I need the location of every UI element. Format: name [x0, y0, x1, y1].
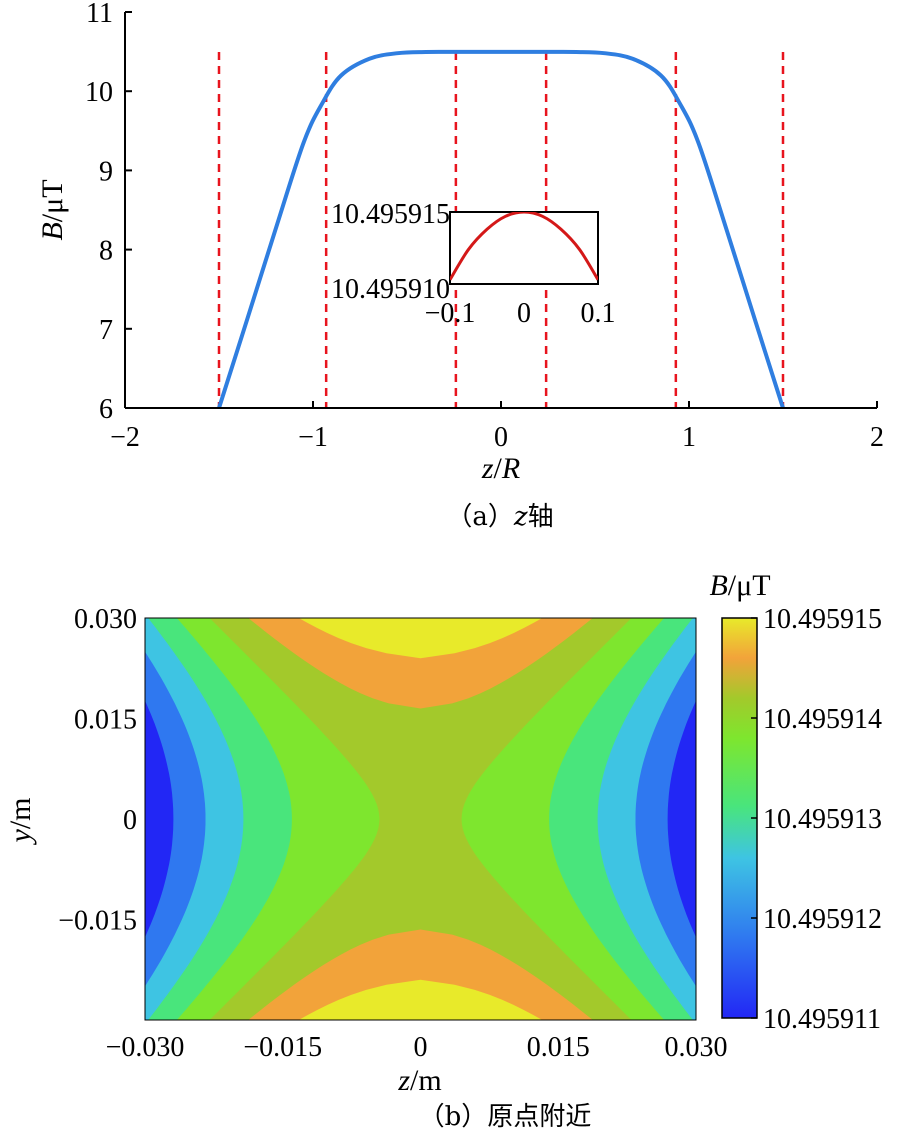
- panel-a: −2 −1 0 1 2 6 7 8 9 10 11 z/R B/μT 10.495915 10.4…: [36, 0, 884, 532]
- x-tick-label: 0: [414, 1032, 428, 1063]
- x-tick-label: −0.030: [106, 1032, 185, 1063]
- y-tick-label: 6: [99, 394, 113, 425]
- inset-xtick-label: 0.1: [581, 298, 616, 329]
- x-tick-label: 0.015: [527, 1032, 590, 1063]
- y-tick-label: 7: [99, 315, 113, 346]
- caption-b: （b）原点附近: [419, 1102, 592, 1132]
- colorbar-ticks: 10.495915 10.495914 10.495913 10.495912 10.4…: [751, 604, 882, 1035]
- y-tick-label: 0.015: [74, 705, 137, 736]
- y-tick-label: −0.015: [58, 906, 137, 937]
- y-axis-label-a: B/μT: [36, 179, 69, 240]
- x-tick-label: −2: [110, 422, 140, 453]
- y-ticks-a: 6 7 8 9 10 11: [85, 0, 132, 425]
- colorbar-tick-label: 10.495911: [763, 1004, 881, 1035]
- colorbar-tick-label: 10.495912: [763, 904, 882, 935]
- heatmap-level: [209, 618, 632, 1020]
- y-tick-label: 10: [85, 77, 113, 108]
- y-tick-label: 11: [86, 0, 113, 29]
- y-axis-label-b: y/m: [4, 798, 37, 846]
- colorbar-tick-label: 10.495913: [763, 804, 882, 835]
- inset-frame: [449, 211, 599, 285]
- y-tick-label: 8: [99, 236, 113, 267]
- inset-ytick-label: 10.495910: [331, 274, 450, 305]
- colorbar-tick-label: 10.495914: [763, 704, 882, 735]
- dashed-lines: [217, 52, 785, 408]
- inset-plot: 10.495915 10.495910 −0.1 0 0.1: [331, 199, 616, 329]
- heatmap-frame: [144, 617, 697, 1021]
- x-tick-label: −1: [298, 422, 328, 453]
- x-tick-label: 0.030: [665, 1032, 728, 1063]
- colorbar-title: B/μT: [709, 569, 770, 602]
- y-ticks-b: 0.030 0.015 0 −0.015: [58, 604, 137, 937]
- y-tick-label: 0: [123, 805, 137, 836]
- x-tick-label: 2: [870, 422, 884, 453]
- x-ticks-b: −0.030 −0.015 0 0.015 0.030: [106, 1032, 728, 1063]
- heatmap-level: [248, 618, 593, 1020]
- series-line-b: [217, 49, 785, 408]
- heatmap-area: [145, 618, 696, 1020]
- x-axis-label-a: z/R: [481, 452, 520, 485]
- inset-x-ticks: −0.1 0 0.1: [425, 298, 616, 329]
- panel-b: −0.030 −0.015 0 0.015 0.030 0.030 0.015 0 −0.01…: [4, 569, 882, 1132]
- x-tick-label: −0.015: [243, 1032, 322, 1063]
- x-axis-label-b: z/m: [397, 1064, 441, 1097]
- x-tick-label: 0: [494, 422, 508, 453]
- x-tick-label: 1: [682, 422, 696, 453]
- y-tick-label: 0.030: [74, 604, 137, 635]
- inset-xtick-label: −0.1: [425, 298, 476, 329]
- x-ticks-a: −2 −1 0 1 2: [110, 401, 884, 453]
- caption-a: （a）z轴: [446, 502, 553, 532]
- inset-series-line: [450, 212, 598, 281]
- colorbar-tick-label: 10.495915: [763, 604, 882, 635]
- y-tick-label: 9: [99, 156, 113, 187]
- inset-ytick-label: 10.495915: [331, 199, 450, 230]
- inset-xtick-label: 0: [517, 298, 531, 329]
